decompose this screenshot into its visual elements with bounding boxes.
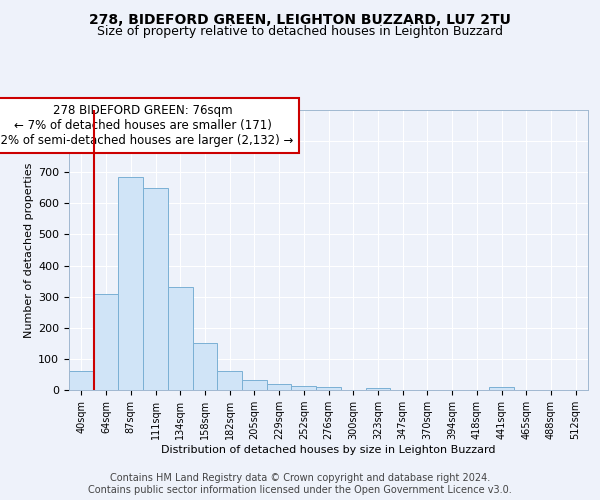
- Text: 278 BIDEFORD GREEN: 76sqm
← 7% of detached houses are smaller (171)
92% of semi-: 278 BIDEFORD GREEN: 76sqm ← 7% of detach…: [0, 104, 293, 147]
- Text: 278, BIDEFORD GREEN, LEIGHTON BUZZARD, LU7 2TU: 278, BIDEFORD GREEN, LEIGHTON BUZZARD, L…: [89, 12, 511, 26]
- Bar: [316, 387, 341, 390]
- Bar: [118, 177, 143, 390]
- Bar: [69, 370, 94, 390]
- Bar: [143, 188, 168, 390]
- Bar: [489, 387, 514, 390]
- Bar: [94, 294, 118, 390]
- Y-axis label: Number of detached properties: Number of detached properties: [24, 162, 34, 338]
- Bar: [217, 370, 242, 390]
- Bar: [365, 388, 390, 390]
- Bar: [168, 288, 193, 390]
- Text: Contains HM Land Registry data © Crown copyright and database right 2024.
Contai: Contains HM Land Registry data © Crown c…: [88, 474, 512, 495]
- Bar: [267, 384, 292, 390]
- Bar: [193, 344, 217, 390]
- Text: Size of property relative to detached houses in Leighton Buzzard: Size of property relative to detached ho…: [97, 25, 503, 38]
- Bar: [242, 380, 267, 390]
- Bar: [292, 386, 316, 390]
- X-axis label: Distribution of detached houses by size in Leighton Buzzard: Distribution of detached houses by size …: [161, 445, 496, 455]
